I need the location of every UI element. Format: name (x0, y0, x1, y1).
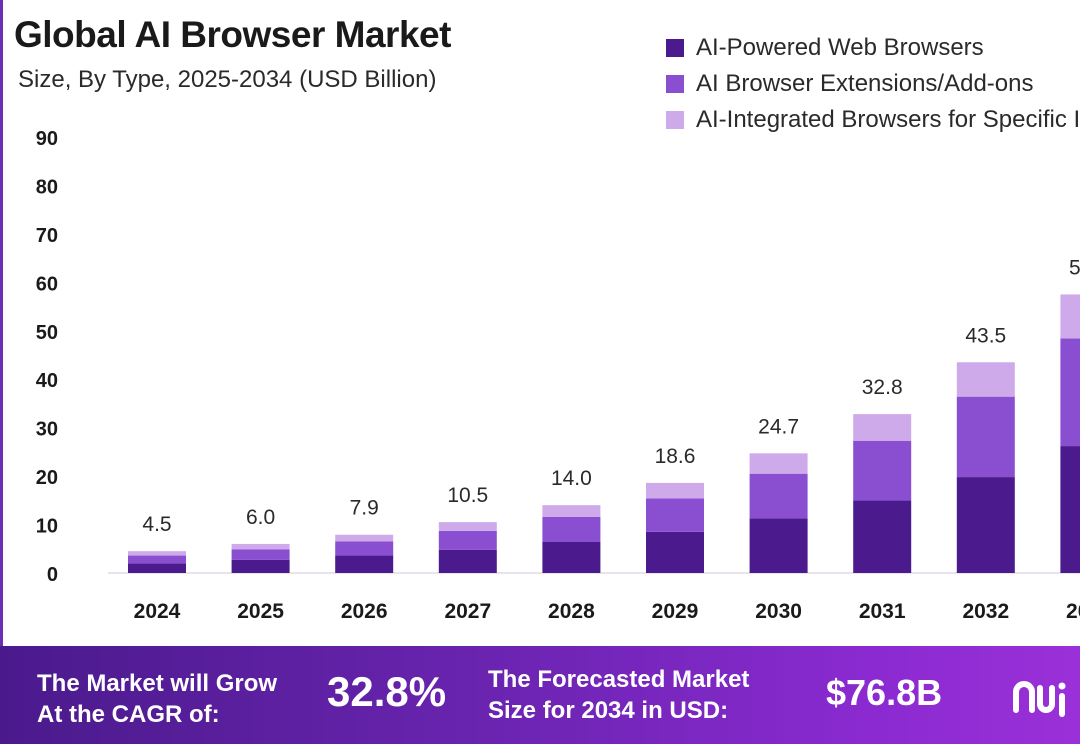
forecast-label: The Forecasted Market Size for 2034 in U… (488, 664, 749, 726)
y-tick-label: 80 (36, 176, 58, 198)
bar-total-label: 18.6 (655, 445, 696, 468)
bar-segment-2026-series-3 (335, 534, 394, 542)
y-tick-label: 60 (36, 273, 58, 295)
bar-segment-2032-series-3 (956, 362, 1015, 397)
x-tick-label: 2027 (444, 600, 491, 623)
cagr-value: 32.8% (327, 668, 447, 715)
bar-total-label: 24.7 (758, 415, 799, 438)
cagr-label-line2: At the CAGR of: (37, 701, 220, 728)
x-tick-label: 2028 (548, 600, 595, 623)
bar-segment-2025-series-1 (231, 559, 290, 573)
chart-subtitle: Size, By Type, 2025-2034 (USD Billion) (18, 66, 437, 93)
legend-item-web-browsers: AI-Powered Web Browsers (666, 30, 1080, 66)
bar-segment-2031-series-1 (853, 500, 912, 573)
legend-swatch-web-browsers (666, 39, 684, 57)
y-tick-label: 90 (36, 128, 58, 150)
x-tick-label: 2029 (652, 600, 699, 623)
x-tick-label: 2024 (134, 600, 181, 623)
bar-total-label: 57.5 (1069, 256, 1080, 279)
x-tick-label: 2026 (341, 600, 388, 623)
bar-segment-2024-series-3 (128, 551, 186, 556)
cagr-label: The Market will Grow At the CAGR of: (37, 668, 277, 730)
bar-segment-2033-series-3 (1060, 294, 1080, 339)
bar-total-label: 4.5 (142, 513, 171, 536)
bar-segment-2028-series-3 (542, 505, 601, 517)
y-tick-label: 70 (36, 225, 58, 247)
bar-total-label: 14.0 (551, 467, 592, 490)
bar-segment-2027-series-3 (438, 522, 497, 531)
bar-segment-2030-series-3 (749, 453, 808, 474)
legend: AI-Powered Web Browsers AI Browser Exten… (666, 30, 1080, 138)
y-tick-label: 20 (36, 467, 58, 489)
bar-segment-2027-series-2 (438, 530, 497, 550)
y-tick-label: 0 (47, 564, 58, 586)
legend-swatch-extensions (666, 75, 684, 93)
bar-segment-2031-series-2 (853, 440, 912, 501)
y-tick-label: 10 (36, 516, 58, 538)
bar-segment-2032-series-2 (956, 396, 1015, 478)
y-tick-label: 50 (36, 322, 58, 344)
bar-total-label: 7.9 (350, 497, 379, 520)
x-tick-label: 2025 (237, 600, 284, 623)
legend-swatch-industry-browsers (666, 111, 684, 129)
chart-title: Global AI Browser Market (14, 14, 451, 55)
bar-total-label: 10.5 (447, 484, 488, 507)
bar-segment-2027-series-1 (438, 549, 497, 573)
bar-segment-2028-series-1 (542, 541, 601, 573)
bar-total-label: 32.8 (862, 376, 903, 399)
bar-segment-2032-series-1 (956, 477, 1015, 573)
bar-segment-2030-series-1 (749, 518, 808, 573)
bar-segment-2031-series-3 (853, 414, 912, 441)
summary-banner: The Market will Grow At the CAGR of: 32.… (0, 646, 1080, 744)
y-tick-label: 40 (36, 370, 58, 392)
legend-item-industry-browsers: AI-Integrated Browsers for Specific Indu… (666, 102, 1080, 138)
x-tick-label: 2030 (755, 600, 802, 623)
bar-segment-2033-series-2 (1060, 338, 1080, 447)
forecast-label-line2: Size for 2034 in USD: (488, 697, 729, 724)
bar-segment-2025-series-2 (231, 549, 290, 560)
x-tick-label: 2033 (1066, 600, 1080, 623)
bar-segment-2026-series-1 (335, 555, 394, 573)
bar-segment-2030-series-2 (749, 473, 808, 519)
stacked-bar-chart: 01020304050607080904.520246.020257.92026… (36, 128, 1080, 623)
legend-label-web-browsers: AI-Powered Web Browsers (696, 34, 984, 61)
x-tick-label: 2032 (962, 600, 1009, 623)
cagr-label-line1: The Market will Grow (37, 670, 278, 697)
legend-label-industry-browsers: AI-Integrated Browsers for Specific Indu… (696, 106, 1080, 133)
legend-item-extensions: AI Browser Extensions/Add-ons (666, 66, 1080, 102)
bar-segment-2028-series-2 (542, 516, 601, 542)
forecast-label-line1: The Forecasted Market (488, 666, 750, 693)
bar-segment-2029-series-2 (646, 498, 704, 532)
bar-segment-2025-series-3 (231, 543, 290, 550)
bar-total-label: 43.5 (965, 324, 1006, 347)
bar-segment-2033-series-1 (1060, 446, 1080, 573)
brand-logo-icon (1013, 681, 1066, 717)
legend-label-extensions: AI Browser Extensions/Add-ons (696, 70, 1034, 97)
bar-segment-2024-series-2 (128, 555, 186, 564)
bar-segment-2029-series-1 (646, 531, 704, 573)
left-accent-border (0, 0, 3, 646)
x-tick-label: 2031 (859, 600, 906, 623)
y-tick-label: 30 (36, 419, 58, 441)
forecast-value: $76.8B (826, 672, 943, 713)
bar-segment-2029-series-3 (646, 482, 704, 499)
bar-total-label: 6.0 (246, 506, 275, 529)
bar-segment-2024-series-1 (128, 563, 186, 573)
bar-segment-2026-series-2 (335, 541, 394, 556)
